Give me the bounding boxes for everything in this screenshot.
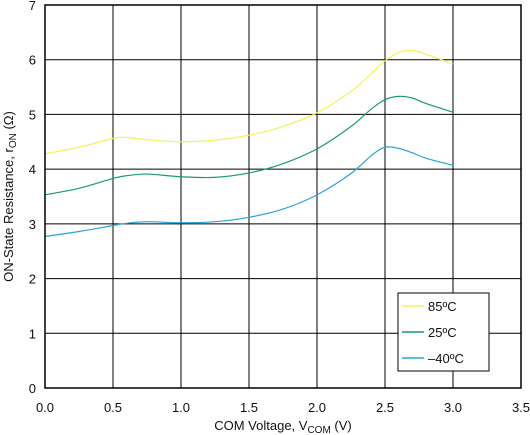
- plot-frame: [44, 4, 522, 389]
- series-line-1: [44, 95, 454, 196]
- x-tick-label: 0.5: [104, 400, 122, 415]
- y-tick-labels: 0 1 2 3 4 5 6 7: [29, 0, 36, 396]
- x-tick-label: 2.0: [308, 400, 326, 415]
- x-tick-label: 2.5: [376, 400, 394, 415]
- legend-label-0: 85ºC: [428, 299, 457, 314]
- series-line-2: [44, 146, 454, 238]
- series-line-0: [44, 49, 454, 155]
- x-tick-label: 1.0: [172, 400, 190, 415]
- y-tick-label: 7: [29, 0, 36, 13]
- x-tick-label: 3.5: [512, 400, 530, 415]
- y-tick-label: 2: [29, 272, 36, 287]
- y-axis-title: ON-State Resistance, rON (Ω): [1, 111, 19, 282]
- y-tick-label: 6: [29, 53, 36, 68]
- legend-label-2: –40ºC: [428, 351, 464, 366]
- x-axis-title: COM Voltage, VCOM (V): [214, 418, 352, 435]
- y-tick-label: 3: [29, 217, 36, 232]
- y-tick-label: 5: [29, 107, 36, 122]
- x-tick-label: 3.0: [444, 400, 462, 415]
- legend-label-1: 25ºC: [428, 325, 457, 340]
- y-tick-label: 0: [29, 381, 36, 396]
- x-tick-label: 1.5: [240, 400, 258, 415]
- x-tick-label: 0.0: [36, 400, 54, 415]
- x-tick-labels: 0.0 0.5 1.0 1.5 2.0 2.5 3.0 3.5: [36, 400, 530, 415]
- series-lines: [44, 49, 454, 238]
- legend: 85ºC 25ºC –40ºC: [397, 292, 490, 372]
- y-tick-label: 1: [29, 326, 36, 341]
- y-tick-label: 4: [29, 162, 36, 177]
